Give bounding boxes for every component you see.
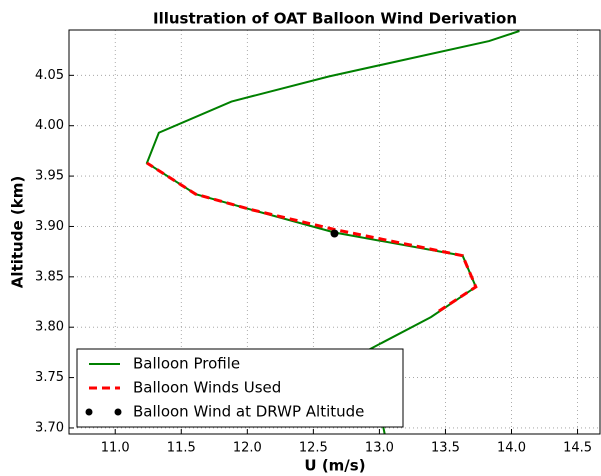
x-tick-label: 13.5 [431,441,460,456]
x-tick-label: 13.0 [365,441,394,456]
line-series [145,30,520,435]
y-tick-label: 3.75 [35,370,64,385]
legend-swatch [85,408,93,416]
x-tick-label: 12.0 [233,441,262,456]
y-axis-label: Altitude (km) [9,176,27,288]
x-tick-label: 11.0 [101,441,130,456]
y-tick-label: 4.05 [35,68,64,83]
x-tick-label: 11.5 [167,441,196,456]
y-tick-label: 3.85 [35,269,64,284]
y-tick-label: 3.90 [35,219,64,234]
y-tick-label: 3.80 [35,320,64,335]
x-tick-label: 14.0 [497,441,526,456]
legend-label: Balloon Wind at DRWP Altitude [133,403,364,421]
legend-label: Balloon Profile [133,355,240,373]
legend-box [76,348,404,428]
x-tick-label: 14.5 [563,441,592,456]
y-tick-label: 4.00 [35,118,64,133]
chart-title: Illustration of OAT Balloon Wind Derivat… [153,10,517,28]
line-series [146,161,478,313]
y-tick-label: 3.95 [35,169,64,184]
plot-frame [68,29,601,435]
legend-swatch [114,408,122,416]
x-axis-label: U (m/s) [304,457,365,475]
x-tick-label: 12.5 [299,441,328,456]
y-tick-label: 3.70 [35,420,64,435]
legend-label: Balloon Winds Used [133,379,281,397]
point [330,229,339,238]
